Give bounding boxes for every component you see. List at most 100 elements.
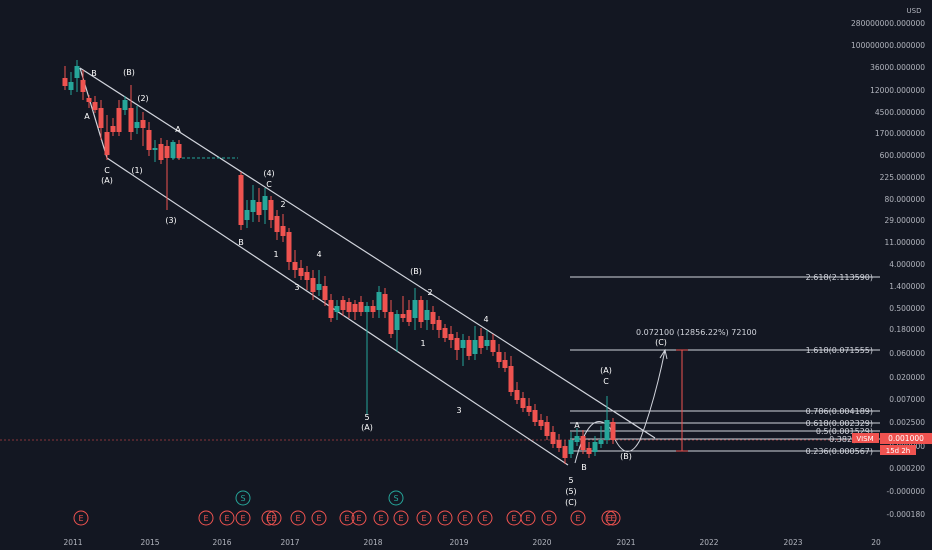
earnings-marker-label: E [356,514,361,523]
y-axis[interactable]: USD 280000000.000000 100000000.000000 3600… [851,7,925,519]
wave-label: (C) [655,338,667,347]
earnings-marker-label: E [271,514,276,523]
candle-body [436,320,442,330]
candle-body [376,292,382,310]
candle-body [508,366,514,392]
earnings-marker-label: E [266,514,271,523]
earnings-marker[interactable] [73,510,89,526]
earnings-marker[interactable] [266,510,282,526]
split-marker[interactable] [388,490,404,506]
wave-label: (3) [165,216,176,225]
y-axis-ticks: 280000000.000000 100000000.000000 36000.00… [851,19,925,519]
earnings-marker[interactable] [339,510,355,526]
earnings-marker[interactable] [393,510,409,526]
measure-label: 0.072100 (12856.22%) 72100 [636,328,757,337]
x-tick-label: 2022 [699,538,718,547]
earnings-marker-label: E [421,514,426,523]
earnings-marker[interactable] [541,510,557,526]
candle-body [322,286,328,300]
wave-label: (A) [361,423,373,432]
earnings-marker-label: E [78,514,83,523]
wave-label: 5 [364,413,369,422]
candle-body [586,448,592,454]
earnings-marker[interactable] [437,510,453,526]
y-tick-label: 29.000000 [884,216,925,225]
earnings-marker[interactable] [351,510,367,526]
split-marker[interactable] [235,490,251,506]
candle-body [424,310,430,320]
candle-body [562,446,568,458]
candle-body [532,410,538,422]
candle-body [442,328,448,338]
wave-label: 3 [294,283,299,292]
wave-label: (B) [620,452,632,461]
y-tick-label: 36000.000000 [870,63,925,72]
channel-upper-line[interactable] [79,67,656,439]
earnings-marker[interactable] [198,510,214,526]
y-tick-label: 0.007000 [889,395,925,404]
price-range-measure[interactable]: 0.072100 (12856.22%) 72100 [636,328,757,452]
split-marker-label: S [393,494,398,503]
projection-arrowhead [659,348,668,360]
price-tags: VISM 0.001000 15d 2h [852,433,932,455]
earnings-marker[interactable] [570,510,586,526]
earnings-marker-label: E [240,514,245,523]
earnings-marker[interactable] [477,510,493,526]
y-tick-label: 1700.000000 [875,129,925,138]
candle-body [104,132,110,155]
candle-body [170,142,176,158]
wave-label: 1 [273,250,278,259]
wave-label: 2 [427,288,432,297]
earnings-marker-label: E [442,514,447,523]
earnings-marker[interactable] [373,510,389,526]
y-tick-label: 100000000.000000 [851,41,925,50]
fib-label-1618: 1.618(0.071555) [806,346,873,355]
symbol-tag-bg [852,433,879,443]
earnings-marker[interactable] [605,510,621,526]
wave-label: C [104,166,110,175]
candle-body [358,302,364,312]
candle-body [394,314,400,330]
candle-body [152,148,158,150]
earnings-marker[interactable] [311,510,327,526]
candle-body [526,406,532,412]
fib-extension[interactable]: 2.618(2.113590) 1.618(0.071555) 0.786(0.… [570,273,880,456]
candle-body [538,420,544,426]
earnings-marker-label: E [575,514,580,523]
y-tick-label: 0.002500 [889,418,925,427]
wave-label: 4 [316,250,321,259]
candle-body [568,440,574,454]
candle-body [286,232,292,262]
earnings-marker[interactable] [261,510,277,526]
y-tick-label: 1.400000 [889,282,925,291]
earnings-marker[interactable] [219,510,235,526]
earnings-marker[interactable] [290,510,306,526]
candle-body [484,340,490,346]
candle-body [340,300,346,310]
fib-label-0786: 0.786(0.004189) [806,407,873,416]
countdown-tag: 15d 2h [886,447,910,455]
y-tick-label: 600.000000 [880,151,926,160]
earnings-marker[interactable] [457,510,473,526]
candle-body [176,144,182,158]
earnings-marker[interactable] [235,510,251,526]
candle-body [268,200,274,220]
projection-path[interactable] [574,349,666,464]
candle-body [400,314,406,318]
candle-body [382,294,388,312]
earnings-marker-label: E [610,514,615,523]
earnings-marker-label: E [316,514,321,523]
candle-body [448,334,454,340]
x-tick-label: 2011 [63,538,82,547]
candle-body [556,440,562,448]
earnings-marker[interactable] [520,510,536,526]
earnings-marker[interactable] [416,510,432,526]
earnings-marker-label: E [606,514,611,523]
earnings-marker[interactable] [601,510,617,526]
candle-body [598,440,604,444]
candle-body [514,390,520,400]
wave-label: A [175,125,181,134]
candle-body [128,108,134,132]
fib-label-2618: 2.618(2.113590) [806,273,873,282]
